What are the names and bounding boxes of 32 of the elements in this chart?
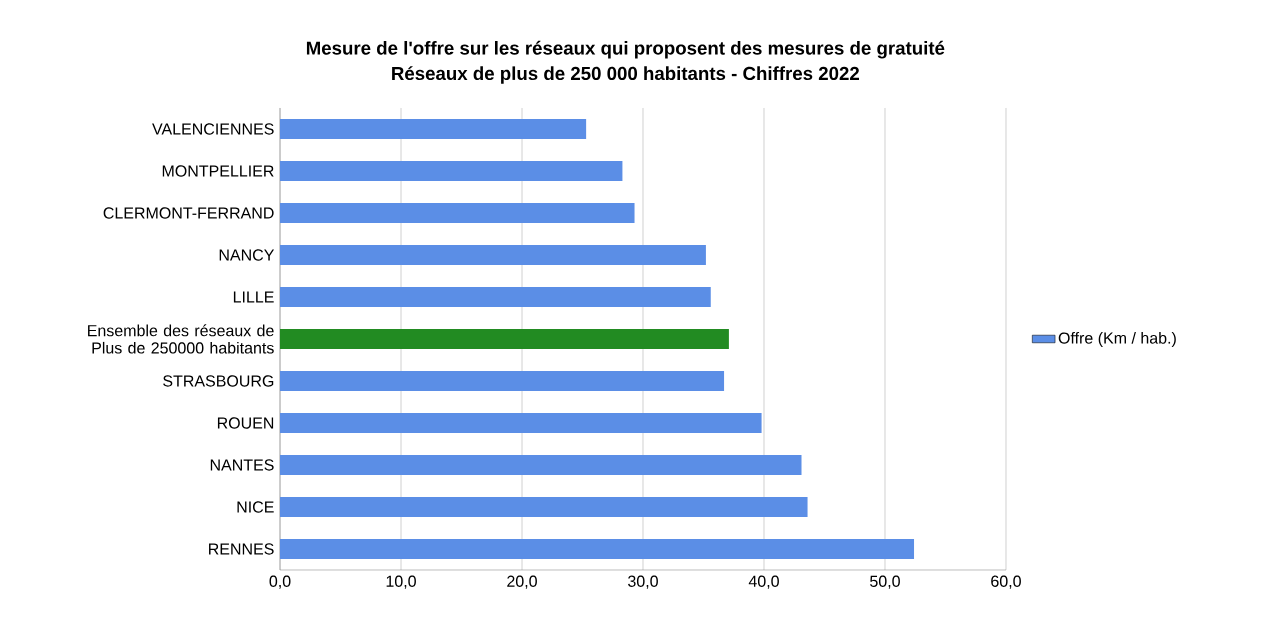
legend-label: Offre (Km / hab.) bbox=[1058, 332, 1176, 347]
y-tick-label: Ensemble des réseaux de Plus de 250000 habitants bbox=[88, 324, 274, 354]
bar bbox=[280, 202, 635, 223]
y-tick-label: NICE bbox=[237, 501, 274, 513]
y-tick-label: MONTPELLIER bbox=[162, 165, 274, 177]
y-tick-label: CLERMONT-FERRAND bbox=[103, 207, 274, 219]
y-tick-label: ROUEN bbox=[217, 417, 274, 429]
x-tick-label: 0,0 bbox=[269, 575, 291, 589]
bar bbox=[280, 454, 802, 475]
bar bbox=[280, 160, 623, 181]
bar bbox=[280, 286, 711, 307]
y-tick-label: NANTES bbox=[210, 459, 274, 471]
chart-title: Mesure de l'offre sur les réseaux qui proposent des mesures de gratuité bbox=[306, 40, 945, 59]
bar bbox=[280, 244, 706, 265]
x-tick-label: 50,0 bbox=[870, 575, 900, 589]
bar bbox=[280, 118, 587, 139]
y-tick-label: VALENCIENNES bbox=[152, 123, 274, 135]
bar bbox=[280, 328, 729, 349]
x-tick-label: 20,0 bbox=[507, 575, 537, 589]
y-tick-label: NANCY bbox=[219, 249, 275, 261]
bar bbox=[280, 412, 762, 433]
x-tick-label: 10,0 bbox=[386, 575, 416, 589]
y-tick-label: RENNES bbox=[209, 543, 274, 555]
x-tick-label: 60,0 bbox=[991, 575, 1021, 589]
bar bbox=[280, 538, 915, 559]
x-tick-label: 40,0 bbox=[748, 575, 779, 589]
x-tick-label: 30,0 bbox=[628, 575, 658, 589]
chart-subtitle: Réseaux de plus de 250 000 habitants - Chiffres 2022 bbox=[392, 66, 860, 84]
bar bbox=[280, 370, 725, 391]
bar bbox=[280, 496, 808, 517]
y-tick-label: LILLE bbox=[233, 291, 274, 303]
y-tick-label: STRASBOURG bbox=[163, 375, 274, 387]
